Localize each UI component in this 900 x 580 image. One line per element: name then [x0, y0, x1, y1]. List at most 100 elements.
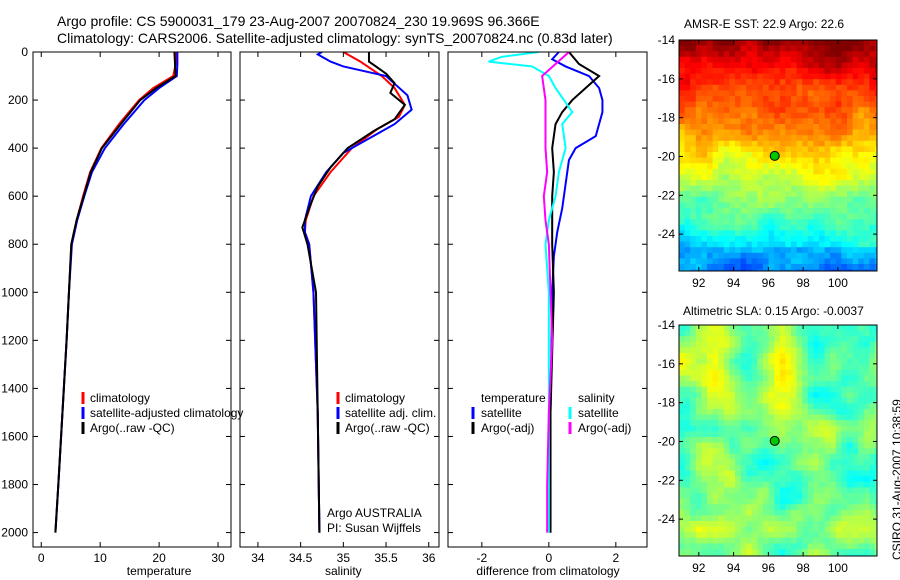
map-cell: [807, 152, 814, 159]
map-cell: [830, 537, 837, 544]
map-cell: [718, 453, 725, 460]
map-cell: [779, 420, 786, 427]
map-cell: [858, 341, 865, 348]
map-cell: [679, 163, 686, 170]
map-cell: [740, 386, 747, 393]
map-cell: [712, 470, 719, 477]
map-cell: [819, 140, 826, 147]
map-cell: [679, 509, 686, 516]
map-cell: [819, 146, 826, 153]
map-cell: [707, 124, 714, 131]
map-cell: [746, 386, 753, 393]
map-cell: [835, 129, 842, 136]
map-cell: [751, 191, 758, 198]
map-cell: [679, 84, 686, 91]
map-cell: [796, 140, 803, 147]
map-cell: [813, 341, 820, 348]
map-cell: [684, 79, 691, 86]
map-cell: [774, 448, 781, 455]
map-cell: [779, 202, 786, 209]
map-cell: [763, 202, 770, 209]
map-cell: [852, 403, 859, 410]
map-cell: [830, 90, 837, 97]
map-cell: [740, 459, 747, 466]
map-cell: [735, 168, 742, 175]
map-cell: [701, 437, 708, 444]
map-cell: [695, 487, 702, 494]
map-cell: [774, 425, 781, 432]
map-cell: [718, 554, 725, 556]
map-cell: [718, 381, 725, 388]
map-cell: [791, 476, 798, 483]
map-cell: [863, 45, 870, 52]
map-cell: [791, 504, 798, 511]
map-cell: [684, 325, 691, 332]
map-cell: [723, 431, 730, 438]
map-cell: [847, 140, 854, 147]
map-cell: [757, 498, 764, 505]
map-cell: [819, 515, 826, 522]
map-cell: [718, 364, 725, 371]
map-cell: [791, 258, 798, 265]
map-cell: [875, 554, 877, 556]
map-cell: [875, 336, 877, 343]
map-cell: [690, 526, 697, 533]
map-cell: [835, 526, 842, 533]
map-cell: [729, 369, 736, 376]
legend-label: satellite: [578, 406, 619, 420]
map-cell: [774, 409, 781, 416]
map-cell: [863, 364, 870, 371]
map-cell: [785, 146, 792, 153]
map-cell: [746, 448, 753, 455]
map-cell: [684, 252, 691, 259]
map-cell: [684, 498, 691, 505]
map-cell: [763, 241, 770, 248]
map-cell: [757, 84, 764, 91]
map-cell: [746, 375, 753, 382]
map-cell: [757, 241, 764, 248]
legend-label: satellite adj. clim.: [345, 406, 436, 420]
map-cell: [690, 51, 697, 58]
map-cell: [785, 481, 792, 488]
map-cell: [802, 392, 809, 399]
map-cell: [863, 409, 870, 416]
map-cell: [774, 236, 781, 243]
map-cell: [858, 236, 865, 243]
map-frame: [678, 39, 878, 272]
map-cell: [768, 185, 775, 192]
map-cell: [847, 537, 854, 544]
map-cell: [707, 73, 714, 80]
map-cell: [712, 258, 719, 265]
map-cell: [723, 236, 730, 243]
map-cell: [807, 476, 814, 483]
map-cell: [695, 208, 702, 215]
map-cell: [695, 386, 702, 393]
map-cell: [695, 62, 702, 69]
map-cell: [707, 364, 714, 371]
map-cell: [852, 241, 859, 248]
map-cell: [751, 347, 758, 354]
map-cell: [774, 180, 781, 187]
map-cell: [796, 146, 803, 153]
map-cell: [718, 330, 725, 337]
map-cell: [707, 453, 714, 460]
map-cell: [701, 532, 708, 539]
map-cell: [847, 230, 854, 237]
map-cell: [746, 526, 753, 533]
series-line-temperature-satellite: [549, 52, 604, 533]
map-cell: [824, 409, 831, 416]
map-cell: [679, 526, 686, 533]
map-cell: [813, 543, 820, 550]
map-cell: [841, 325, 848, 332]
map-cell: [830, 152, 837, 159]
map-cell: [807, 509, 814, 516]
map-cell: [858, 90, 865, 97]
map-cell: [785, 431, 792, 438]
map-cell: [802, 213, 809, 220]
map-cell: [796, 129, 803, 136]
map-cell: [729, 84, 736, 91]
map-cell: [796, 336, 803, 343]
map-cell: [746, 549, 753, 556]
map-cell: [768, 157, 775, 164]
map-cell: [707, 448, 714, 455]
